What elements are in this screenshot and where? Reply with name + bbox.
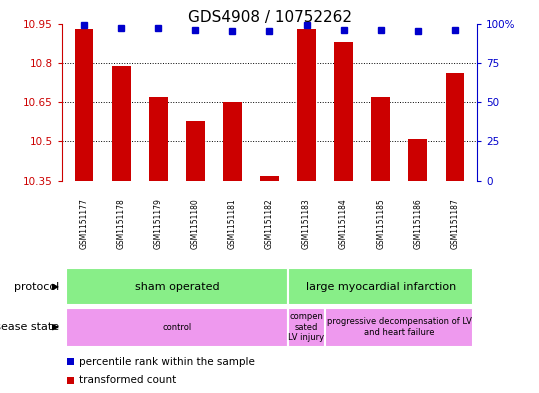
Text: sham operated: sham operated (135, 282, 219, 292)
Bar (298, 29, 316, 181)
Bar (149, 97, 168, 181)
Text: progressive decompensation of LV
and heart failure: progressive decompensation of LV and hea… (327, 318, 472, 337)
Bar (186, 121, 205, 181)
Bar (409, 139, 427, 181)
Bar (223, 102, 241, 181)
Text: protocol: protocol (14, 282, 59, 292)
Text: GDS4908 / 10752262: GDS4908 / 10752262 (188, 10, 351, 25)
Text: GSM1151181: GSM1151181 (228, 199, 237, 249)
Text: GSM1151187: GSM1151187 (450, 198, 459, 250)
Text: GSM1151183: GSM1151183 (302, 198, 311, 250)
Text: GSM1151177: GSM1151177 (80, 198, 89, 250)
Text: GSM1151180: GSM1151180 (191, 198, 200, 250)
Text: percentile rank within the sample: percentile rank within the sample (79, 357, 254, 367)
Bar (288, 308, 325, 347)
Bar (334, 42, 353, 181)
Text: transformed count: transformed count (79, 375, 176, 385)
Text: GSM1151186: GSM1151186 (413, 198, 422, 250)
Text: large myocardial infarction: large myocardial infarction (306, 282, 456, 292)
Bar (75, 29, 93, 181)
Bar (260, 176, 279, 181)
Bar (66, 268, 288, 305)
Text: GSM1151182: GSM1151182 (265, 199, 274, 249)
Text: compen
sated
LV injury: compen sated LV injury (288, 312, 324, 342)
Text: GSM1151184: GSM1151184 (339, 198, 348, 250)
Bar (325, 308, 473, 347)
Bar (112, 66, 130, 181)
Bar (66, 308, 288, 347)
Text: disease state: disease state (0, 322, 59, 332)
Bar (446, 73, 464, 181)
Bar (288, 268, 473, 305)
Text: control: control (162, 323, 191, 332)
Text: GSM1151178: GSM1151178 (117, 198, 126, 250)
Text: GSM1151179: GSM1151179 (154, 198, 163, 250)
Text: GSM1151185: GSM1151185 (376, 198, 385, 250)
Bar (371, 97, 390, 181)
